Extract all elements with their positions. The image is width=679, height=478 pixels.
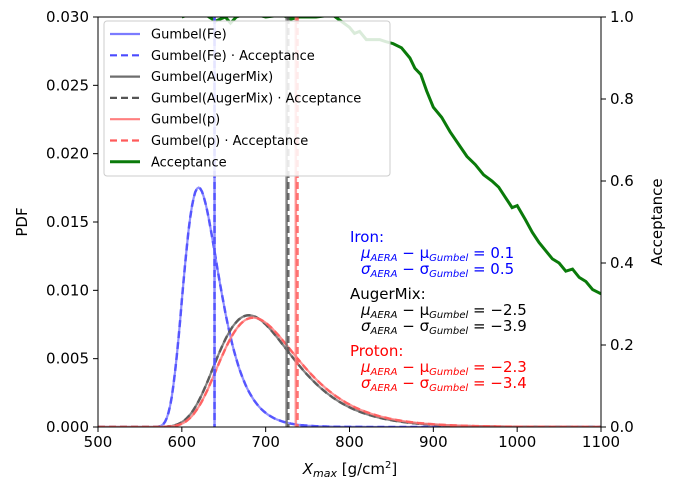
y-tick-label: 0.020 [46,145,89,163]
annotation-title: AugerMix: [350,285,426,303]
annotation-title: Iron: [350,228,384,246]
y-tick-label: 0.010 [46,281,89,299]
y-tick-label: 0.015 [46,213,89,231]
x-tick-label: 1000 [498,433,536,451]
x-tick-label: 500 [84,433,113,451]
axes-layer: 500 600 700 800 900 1000 1100 0.000 0.005 0.010 0.… [46,8,634,451]
annotation-line-2: σAERA − σGumbel = 0.5 [361,260,514,280]
x-tick-label: 800 [335,433,364,451]
legend-label: Gumbel(AugerMix) [151,70,273,85]
legend: Gumbel(Fe) Gumbel(Fe) · Acceptance Gumbel(… [103,20,391,177]
y-right-tick-label: 0.0 [610,418,634,436]
legend-label: Gumbel(AugerMix) · Acceptance [151,91,361,106]
annotation-line-1: μAERA − μGumbel = 0.1 [360,244,514,264]
y-tick-label: 0.005 [46,350,89,368]
legend-box [103,20,391,177]
x-tick-label: 900 [419,433,448,451]
annotation-line-2: σAERA − σGumbel = −3.9 [361,317,527,337]
legend-label: Gumbel(p) · Acceptance [151,134,308,149]
x-axis-label-main: X [302,460,314,478]
x-axis-label-unit: [g/cm [337,460,385,478]
y-right-tick-label: 0.2 [610,336,634,354]
y-right-tick-label: 0.4 [610,254,634,272]
x-tick-label: 700 [251,433,280,451]
y-right-tick-label: 0.8 [610,90,634,108]
y-axis-label: PDF [13,207,31,236]
legend-label: Acceptance [151,155,227,170]
annotation-line-2: σAERA − σGumbel = −3.4 [361,374,527,394]
y-tick-label: 0.000 [46,418,89,436]
y-right-tick-label: 0.6 [610,172,634,190]
y-axis-right-label: Acceptance [648,178,666,265]
annotation-line-1: μAERA − μGumbel = −2.3 [360,358,527,378]
x-tick-label: 600 [168,433,197,451]
x-axis-label-sup: 2 [385,460,391,471]
annotation-line-1: μAERA − μGumbel = −2.5 [360,301,527,321]
legend-label: Gumbel(Fe) [151,28,227,43]
x-axis-label-sub: max [313,467,337,478]
y-right-tick-label: 1.0 [610,8,634,26]
legend-label: Gumbel(p) [151,113,220,128]
x-axis-label: Xmax [g/cm2] [302,460,398,478]
series-line-6 [181,17,601,296]
y-tick-label: 0.025 [46,76,89,94]
x-axis-label-close: ] [391,460,397,478]
legend-label: Gumbel(Fe) · Acceptance [151,49,315,64]
y-tick-label: 0.030 [46,8,89,26]
x-tick-label: 1100 [582,433,620,451]
annotation-title: Proton: [350,342,403,360]
